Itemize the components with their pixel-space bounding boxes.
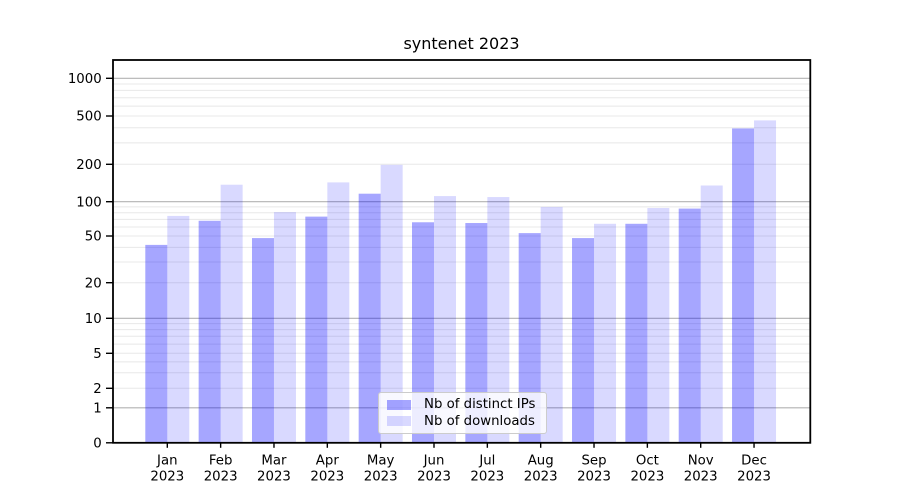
y-tick-label: 50 [85, 230, 102, 245]
y-tick-label: 20 [85, 276, 102, 291]
y-tick-label: 1000 [68, 72, 102, 87]
y-tick-label: 0 [93, 436, 101, 451]
bar-downloads-jul [487, 197, 510, 443]
bar-downloads-feb [220, 184, 243, 443]
chart-title: syntenet 2023 [403, 34, 520, 53]
bar-distinct-ips-aug [518, 233, 541, 443]
x-tick-label-nov: Nov 2023 [684, 454, 718, 485]
x-tick-label-jan: Jan 2023 [150, 454, 184, 485]
y-tick-label: 5 [93, 347, 101, 362]
bar-downloads-apr [327, 182, 350, 443]
y-tick-label: 1 [93, 401, 101, 416]
legend-label-downloads: Nb of downloads [424, 413, 535, 429]
x-tick-label-sep: Sep 2023 [577, 454, 611, 485]
bar-downloads-oct [647, 208, 670, 443]
bar-downloads-sep [594, 223, 617, 443]
legend-item-downloads: Nb of downloads [379, 413, 546, 429]
x-tick-label-aug: Aug 2023 [524, 454, 558, 485]
bar-distinct-ips-apr [305, 216, 328, 443]
bar-downloads-mar [273, 212, 296, 443]
bar-distinct-ips-jan [145, 244, 168, 443]
axes-spines [112, 59, 812, 444]
x-tick-label-feb: Feb 2023 [204, 454, 238, 485]
bar-distinct-ips-oct [625, 223, 648, 443]
bar-distinct-ips-mar [251, 238, 274, 443]
x-tick-label-may: May 2023 [364, 454, 398, 485]
y-tick-label: 100 [76, 195, 101, 210]
bar-distinct-ips-nov [678, 208, 701, 443]
bar-distinct-ips-may [358, 193, 381, 443]
bar-downloads-dec [754, 120, 777, 443]
bar-distinct-ips-jun [412, 222, 434, 443]
legend-swatch-downloads [387, 415, 411, 427]
y-tick-label: 2 [93, 382, 101, 397]
bar-distinct-ips-jul [465, 223, 488, 443]
bar-downloads-jun [434, 196, 456, 443]
bar-downloads-jan [167, 215, 190, 443]
x-tick-label-jul: Jul 2023 [470, 454, 504, 485]
y-tick-label: 500 [76, 110, 101, 125]
x-tick-label-jun: Jun 2023 [417, 454, 451, 485]
x-tick-label-apr: Apr 2023 [310, 454, 344, 485]
legend-item-distinct-ips: Nb of distinct IPs [379, 398, 546, 411]
x-tick-label-dec: Dec 2023 [737, 454, 771, 485]
legend: Nb of distinct IPs Nb of downloads [378, 392, 547, 434]
x-tick-label-mar: Mar 2023 [257, 454, 291, 485]
legend-swatch-distinct-ips [387, 399, 411, 411]
bar-distinct-ips-dec [732, 128, 755, 443]
bar-downloads-may [380, 164, 403, 443]
bar-distinct-ips-sep [572, 238, 595, 443]
x-tick-label-oct: Oct 2023 [630, 454, 664, 485]
y-tick-label: 10 [85, 312, 102, 327]
bar-downloads-nov [700, 185, 723, 443]
legend-label-distinct-ips: Nb of distinct IPs [424, 397, 536, 413]
bar-distinct-ips-feb [198, 220, 221, 443]
bar-downloads-aug [540, 206, 563, 443]
y-tick-label: 200 [76, 158, 101, 173]
